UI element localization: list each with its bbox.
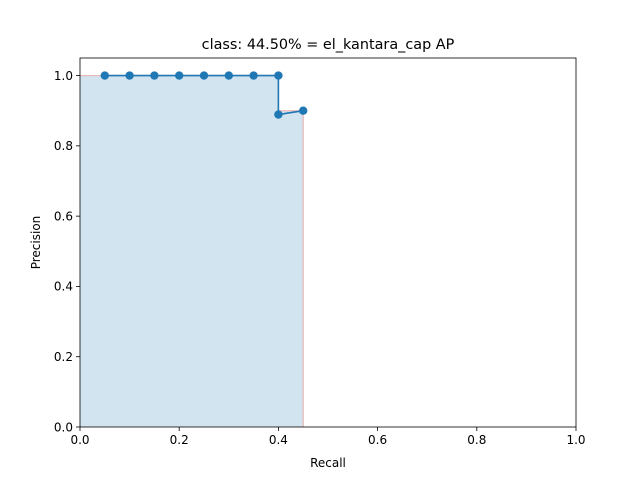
y-axis-ticks: 0.0 0.2 0.4 0.6 0.8 1.0 [54, 69, 80, 434]
y-tick-label: 1.0 [54, 69, 73, 83]
data-point [199, 71, 209, 80]
x-axis-label: Recall [310, 456, 346, 470]
data-point [274, 110, 283, 119]
x-tick-label: 1.0 [566, 433, 585, 447]
x-tick-label: 0.8 [467, 433, 486, 447]
x-tick-label: 0.0 [70, 433, 89, 447]
y-tick-label: 0.8 [54, 139, 73, 153]
data-point [249, 71, 258, 80]
y-tick-label: 0.2 [54, 350, 73, 364]
data-point [125, 71, 134, 80]
data-point [100, 71, 110, 80]
precision-recall-series [100, 71, 308, 119]
data-point [274, 71, 283, 80]
chart-title: class: 44.50% = el_kantara_cap AP [202, 37, 455, 53]
y-tick-label: 0.0 [54, 420, 73, 434]
data-point [150, 71, 159, 80]
area-under-curve [80, 74, 304, 428]
x-tick-label: 0.2 [170, 433, 189, 447]
data-point [175, 71, 184, 80]
series-line [104, 74, 304, 116]
data-point [224, 71, 233, 80]
y-tick-label: 0.6 [54, 209, 73, 223]
x-tick-label: 0.6 [368, 433, 387, 447]
x-axis-ticks: 0.0 0.2 0.4 0.6 0.8 1.0 [70, 427, 586, 447]
y-tick-label: 0.4 [54, 280, 73, 294]
data-point [299, 106, 308, 115]
x-tick-label: 0.4 [269, 433, 288, 447]
area-fill [80, 75, 304, 428]
axes-frame [79, 57, 577, 428]
y-axis-label: Precision [29, 216, 43, 270]
